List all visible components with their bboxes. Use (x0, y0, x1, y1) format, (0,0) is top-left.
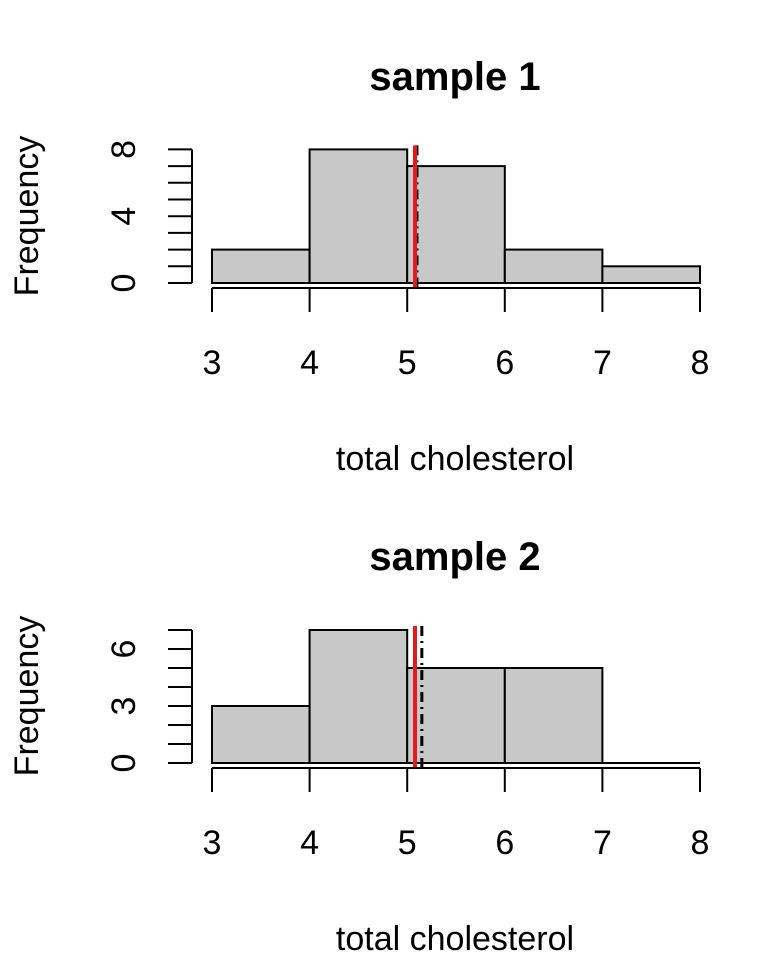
reference-lines-group (413, 145, 419, 287)
x-axis-group: 3 4 5 6 7 8 (203, 287, 710, 382)
histogram-panel-1: sample 1 total cholesterol Frequency 0 4 8… (8, 55, 710, 478)
x-axis-label: total cholesterol (336, 440, 574, 478)
y-tick-label: 0 (105, 754, 143, 773)
histogram-bar (308, 148, 409, 284)
y-tick-label: 3 (105, 697, 143, 716)
histogram-bar (503, 667, 604, 764)
x-tick-label: 8 (691, 344, 710, 382)
y-axis-group: 0 4 8 (105, 140, 193, 293)
y-tick-label: 0 (105, 274, 143, 293)
chart-title: sample 2 (369, 535, 540, 579)
y-tick-label: 8 (105, 140, 143, 159)
histogram-bar (211, 705, 311, 764)
reference-lines-group (413, 626, 424, 767)
histogram-bar (601, 265, 702, 284)
y-tick-label: 6 (105, 640, 143, 659)
bars-group (211, 629, 700, 764)
histogram-1-svg: sample 1 total cholesterol Frequency 0 4 8… (8, 55, 710, 478)
x-tick-label: 7 (593, 824, 612, 862)
y-tick-label: 4 (105, 207, 143, 226)
histogram-bar (406, 165, 506, 285)
histogram-2-svg: sample 2 total cholesterol Frequency 0 3 6… (8, 535, 710, 958)
x-tick-label: 5 (398, 824, 417, 862)
y-axis-label: Frequency (8, 616, 46, 777)
histogram-bar (211, 248, 311, 285)
histogram-bar (308, 629, 409, 764)
x-tick-label: 3 (203, 344, 222, 382)
x-tick-label: 5 (398, 344, 417, 382)
histogram-bar (406, 667, 506, 764)
histogram-bar (503, 248, 604, 285)
x-tick-label: 3 (203, 824, 222, 862)
x-tick-label: 6 (495, 824, 514, 862)
chart-title: sample 1 (369, 55, 540, 99)
x-tick-label: 4 (300, 344, 319, 382)
bars-group (211, 148, 702, 285)
x-tick-label: 6 (495, 344, 514, 382)
y-axis-group: 0 3 6 (105, 629, 193, 773)
x-axis-label: total cholesterol (336, 920, 574, 958)
x-tick-label: 7 (593, 344, 612, 382)
x-tick-label: 4 (300, 824, 319, 862)
x-tick-label: 8 (691, 824, 710, 862)
y-axis-label: Frequency (8, 136, 46, 297)
histogram-panel-2: sample 2 total cholesterol Frequency 0 3 6… (0, 480, 768, 960)
x-axis-group: 3 4 5 6 7 8 (203, 767, 710, 862)
